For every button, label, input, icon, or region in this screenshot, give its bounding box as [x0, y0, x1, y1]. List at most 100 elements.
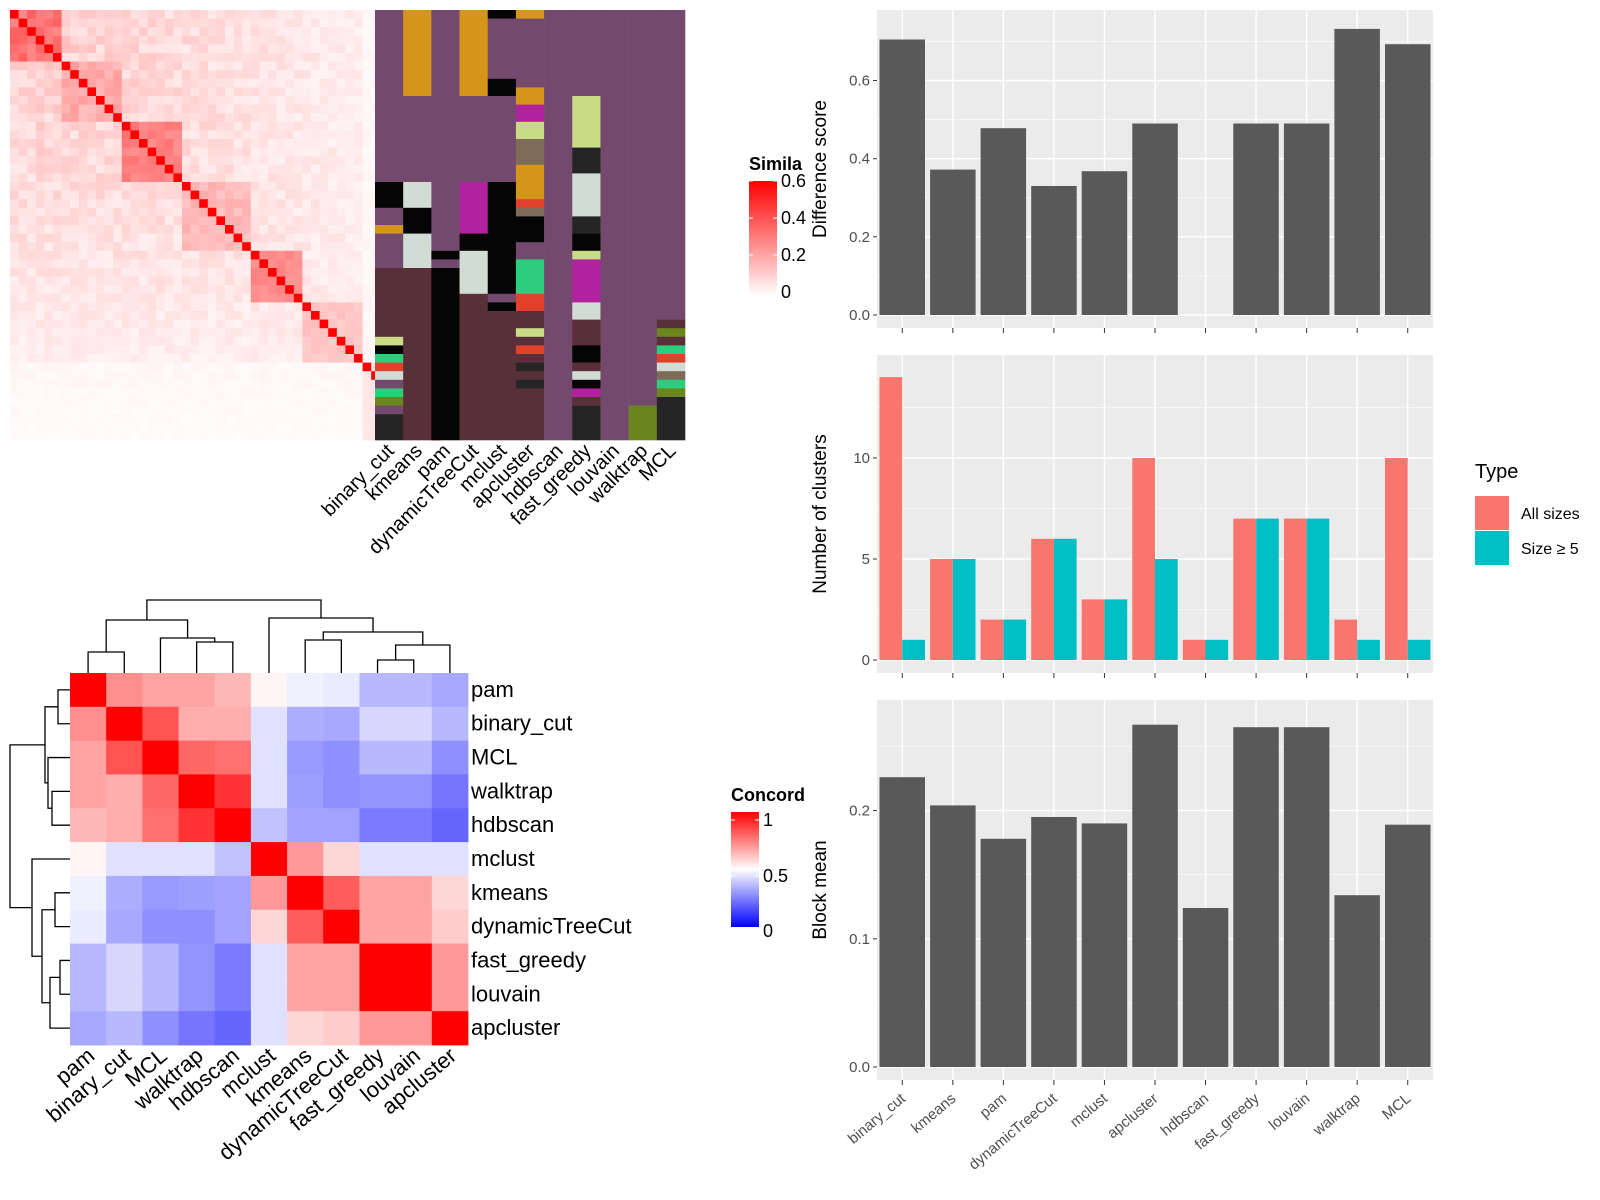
similarity-cell — [225, 336, 234, 346]
similarity-cell — [121, 121, 131, 131]
similarity-cell — [268, 121, 277, 131]
similarity-cell — [345, 156, 355, 166]
similarity-cell — [259, 96, 269, 105]
similarity-cell — [311, 216, 320, 226]
similarity-cell — [285, 61, 295, 71]
concordance-cell — [359, 943, 397, 978]
similarity-cell — [147, 302, 157, 312]
similarity-cell — [96, 371, 105, 381]
similarity-cell — [147, 431, 157, 441]
similarity-cell — [113, 139, 123, 148]
similarity-cell — [345, 44, 355, 54]
similarity-cell — [250, 379, 260, 389]
type-legend: Type All sizes Size ≥ 5 — [1475, 461, 1580, 565]
similarity-cell — [268, 354, 277, 363]
similarity-cell — [293, 233, 303, 243]
similarity-cell — [311, 414, 320, 424]
similarity-cell — [293, 431, 303, 441]
similarity-cell — [362, 302, 372, 312]
similarity-cell — [319, 104, 329, 114]
similarity-cell — [285, 104, 295, 114]
similarity-cell — [319, 259, 329, 269]
similarity-cell — [362, 431, 372, 441]
similarity-cell — [319, 276, 329, 286]
similarity-cell — [96, 233, 105, 243]
similarity-cell — [44, 190, 54, 200]
similarity-cell — [354, 147, 363, 157]
similarity-cell — [276, 336, 286, 346]
similarity-cell — [199, 147, 209, 157]
similarity-cell — [259, 422, 269, 432]
similarity-cell — [113, 130, 123, 140]
similarity-cell — [96, 10, 105, 19]
similarity-cell — [242, 113, 252, 123]
similarity-cell — [225, 216, 234, 226]
concordance-cell — [395, 909, 433, 944]
similarity-cell — [362, 61, 372, 71]
similarity-cell — [354, 319, 363, 329]
similarity-cell — [182, 405, 191, 415]
similarity-cell — [10, 113, 19, 123]
concordance-cell — [178, 875, 216, 911]
similarity-cell — [113, 311, 123, 320]
similarity-cell — [173, 113, 183, 123]
similarity-cell — [345, 233, 355, 243]
dendrogram-branch — [44, 706, 58, 784]
cluster-block-apcluster — [515, 164, 545, 200]
similarity-cell — [293, 405, 303, 415]
similarity-cell — [78, 78, 88, 88]
similarity-cell — [207, 27, 217, 37]
similarity-cell — [302, 414, 312, 424]
similarity-cell — [302, 104, 312, 114]
similarity-cell — [164, 182, 174, 191]
similarity-cell — [147, 422, 157, 432]
similarity-cell — [285, 147, 295, 157]
similarity-cell — [44, 113, 54, 123]
similarity-cell — [87, 207, 97, 217]
similarity-cell — [61, 319, 71, 329]
similarity-cell — [18, 78, 28, 88]
similarity-cell — [207, 233, 217, 243]
similarity-cell — [207, 276, 217, 286]
similarity-cell — [190, 87, 200, 97]
similarity-cell — [18, 293, 28, 303]
similarity-cell — [311, 35, 320, 45]
similarity-cell — [53, 319, 62, 329]
similarity-cell — [311, 379, 320, 389]
similarity-cell — [182, 156, 191, 166]
similarity-cell — [10, 121, 19, 131]
concordance-cell — [287, 909, 324, 944]
similarity-cell — [121, 302, 131, 312]
similarity-cell — [225, 362, 234, 372]
similarity-cell — [362, 405, 372, 415]
similarity-cell — [268, 78, 277, 88]
bar — [1132, 724, 1178, 1067]
similarity-cell — [104, 414, 114, 424]
concordance-cell — [395, 673, 433, 708]
similarity-cell — [164, 431, 174, 441]
similarity-cell — [44, 61, 54, 71]
similarity-cell — [319, 130, 329, 140]
similarity-cell — [61, 173, 71, 183]
similarity-cell — [87, 354, 97, 363]
similarity-cell — [35, 130, 45, 140]
similarity-cell — [44, 397, 54, 406]
similarity-cell — [225, 113, 234, 123]
similarity-cell — [190, 259, 200, 269]
similarity-cell — [18, 199, 28, 209]
similarity-cell — [233, 405, 243, 415]
similarity-cell — [78, 276, 88, 286]
similarity-cell — [164, 87, 174, 97]
similarity-cell — [345, 293, 355, 303]
similarity-cell — [233, 216, 243, 226]
similarity-cell — [250, 44, 260, 54]
similarity-cell — [96, 139, 105, 148]
similarity-cell — [18, 431, 28, 441]
similarity-cell — [113, 61, 123, 71]
similarity-cell — [225, 431, 234, 441]
similarity-cell — [156, 233, 166, 243]
similarity-cell — [96, 104, 105, 114]
dendrogram-branch — [59, 959, 70, 995]
similarity-cell — [225, 268, 234, 277]
similarity-cell — [207, 121, 217, 131]
